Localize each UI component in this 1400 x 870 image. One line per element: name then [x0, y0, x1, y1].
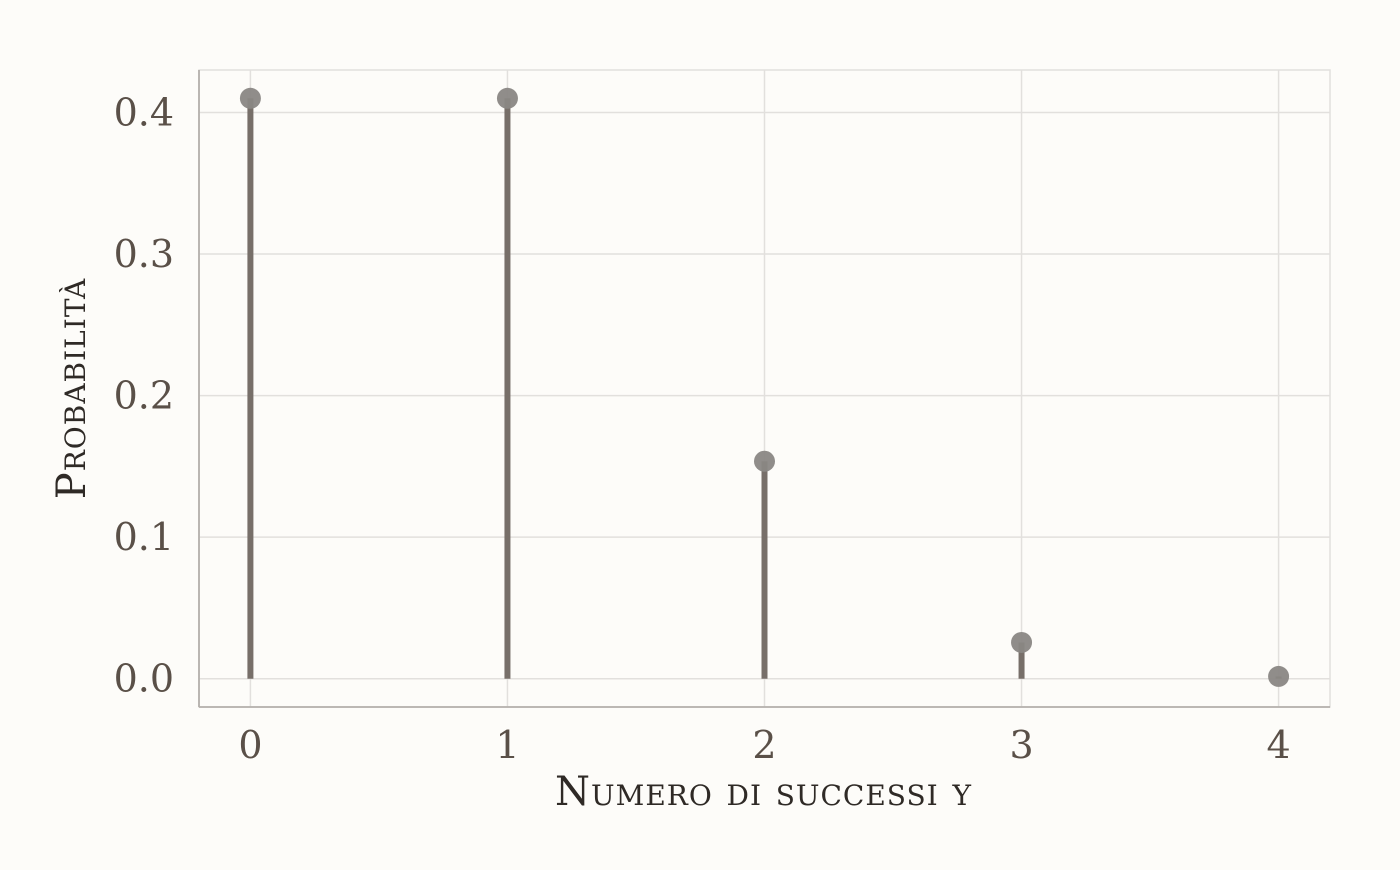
data-point [496, 87, 518, 109]
y-tick-labels: 0.0 0.1 0.2 0.3 0.4 [114, 90, 174, 700]
x-tick-label: 2 [752, 723, 776, 767]
x-tick-label: 3 [1009, 723, 1033, 767]
y-axis-title: Probabilità [49, 278, 95, 499]
data-point [1268, 665, 1290, 687]
x-tick-label: 0 [238, 723, 262, 767]
stems-layer [247, 98, 1282, 679]
x-tick-label: 4 [1266, 723, 1290, 767]
points-layer [239, 87, 1290, 687]
x-tick-labels: 0 1 2 3 4 [238, 723, 1290, 767]
y-tick-label: 0.1 [114, 515, 174, 559]
y-tick-label: 0.3 [114, 232, 174, 276]
axis-layer [198, 70, 1330, 708]
data-point [1011, 631, 1033, 653]
y-tick-label: 0.2 [114, 374, 174, 418]
x-tick-label: 1 [495, 723, 519, 767]
y-tick-label: 0.0 [114, 657, 174, 701]
data-point [754, 450, 775, 472]
data-point [239, 87, 261, 109]
x-axis-title: Numero di successi y [555, 769, 972, 815]
y-tick-label: 0.4 [114, 90, 174, 134]
